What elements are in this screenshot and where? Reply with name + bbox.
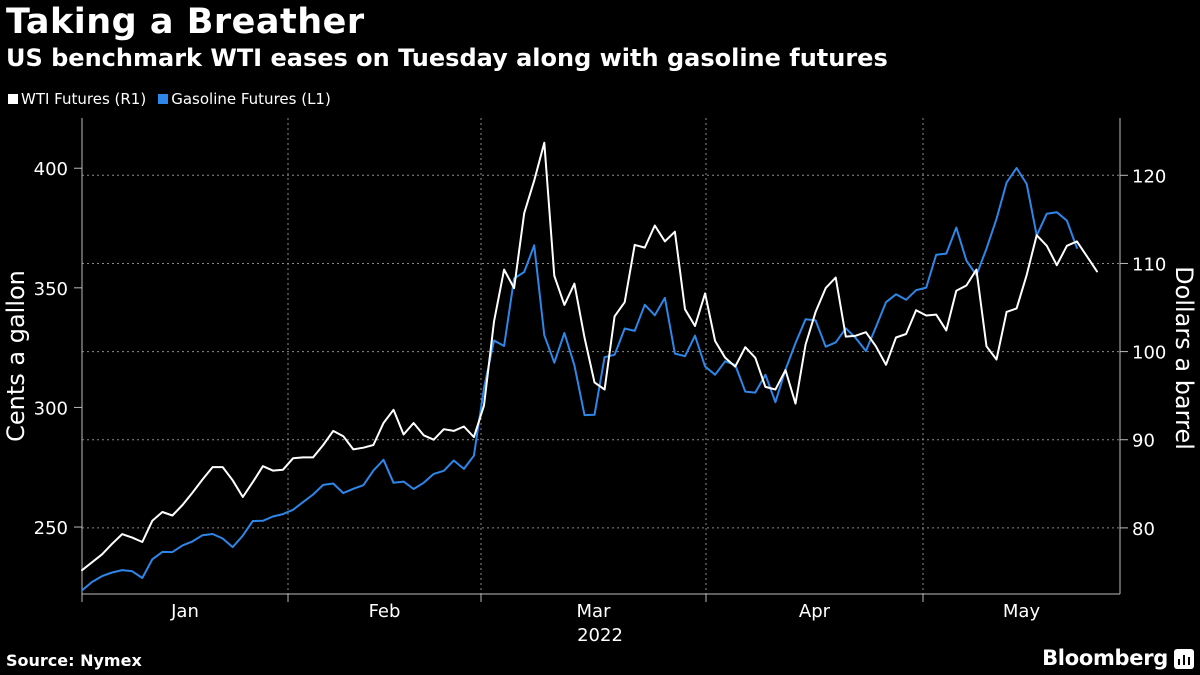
right-tick-label: 90 [1132, 431, 1155, 452]
bloomberg-logo: Bloomberg [1042, 646, 1168, 670]
chart-title: Taking a Breather [6, 2, 365, 42]
legend-item-gasoline: Gasoline Futures (L1) [158, 90, 331, 108]
series-line-gasoline [81, 167, 1078, 592]
bloomberg-terminal-icon [1174, 649, 1194, 669]
x-tick-label: Mar [577, 601, 612, 622]
chart-legend: WTI Futures (R1) Gasoline Futures (L1) [8, 90, 343, 108]
x-tick-label: Jan [170, 601, 199, 622]
right-tick-label: 100 [1132, 343, 1166, 364]
legend-swatch-wti [8, 94, 18, 104]
right-tick-label: 80 [1132, 519, 1155, 540]
chart-subtitle: US benchmark WTI eases on Tuesday along … [6, 44, 888, 72]
x-tick-label: Feb [369, 601, 401, 622]
legend-item-wti: WTI Futures (R1) [8, 90, 146, 108]
left-tick-label: 300 [34, 398, 68, 419]
right-tick-label: 120 [1132, 166, 1166, 187]
x-tick-label: Apr [799, 601, 831, 622]
x-year-label: 2022 [577, 625, 623, 646]
legend-swatch-gasoline [158, 94, 169, 104]
source-note: Source: Nymex [6, 651, 142, 670]
legend-label-gasoline: Gasoline Futures (L1) [171, 90, 331, 108]
left-tick-label: 250 [34, 518, 68, 539]
left-tick-label: 350 [34, 279, 68, 300]
right-tick-label: 110 [1132, 254, 1166, 275]
left-tick-label: 400 [34, 159, 68, 180]
series-line-wti [81, 141, 1098, 572]
x-tick-label: May [1003, 601, 1041, 622]
right-axis-title: Dollars a barrel [1170, 266, 1198, 450]
legend-label-wti: WTI Futures (R1) [21, 90, 147, 108]
left-axis-title: Cents a gallon [2, 270, 30, 442]
